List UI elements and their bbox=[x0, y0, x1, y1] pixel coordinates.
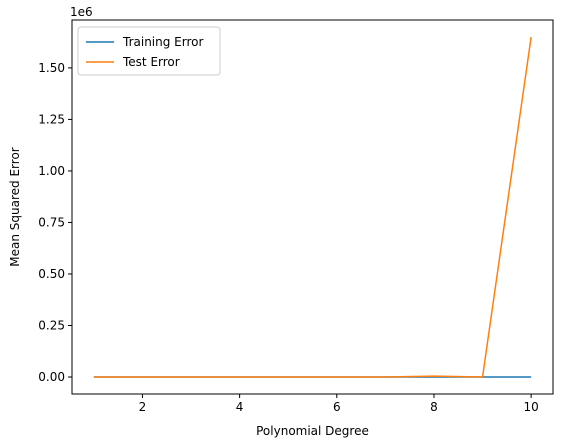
x-axis-label: Polynomial Degree bbox=[256, 424, 369, 438]
y-tick-label: 1.50 bbox=[38, 61, 65, 75]
legend: Training Error Test Error bbox=[77, 26, 221, 76]
y-tick-label: 0.00 bbox=[38, 370, 65, 384]
x-tick-label: 2 bbox=[139, 400, 147, 414]
series-line-test-error bbox=[93, 36, 532, 378]
axes-frame bbox=[71, 19, 554, 395]
x-axis: 2 4 6 8 10 bbox=[139, 394, 539, 414]
plot-area bbox=[93, 36, 532, 378]
legend-label: Training Error bbox=[122, 35, 203, 49]
y-axis: 0.00 0.25 0.50 0.75 1.00 1.25 1.50 bbox=[38, 61, 72, 384]
y-axis-label: Mean Squared Error bbox=[8, 147, 22, 267]
legend-box bbox=[77, 26, 221, 76]
y-tick-label: 1.00 bbox=[38, 164, 65, 178]
x-tick-label: 6 bbox=[333, 400, 341, 414]
y-tick-label: 1.25 bbox=[38, 112, 65, 126]
y-tick-label: 0.75 bbox=[38, 215, 65, 229]
legend-label: Test Error bbox=[122, 55, 180, 69]
x-tick-label: 4 bbox=[236, 400, 244, 414]
y-tick-label: 0.25 bbox=[38, 318, 65, 332]
y-tick-label: 0.50 bbox=[38, 267, 65, 281]
x-tick-label: 8 bbox=[430, 400, 438, 414]
y-offset-label: 1e6 bbox=[70, 5, 93, 19]
x-tick-label: 10 bbox=[523, 400, 538, 414]
